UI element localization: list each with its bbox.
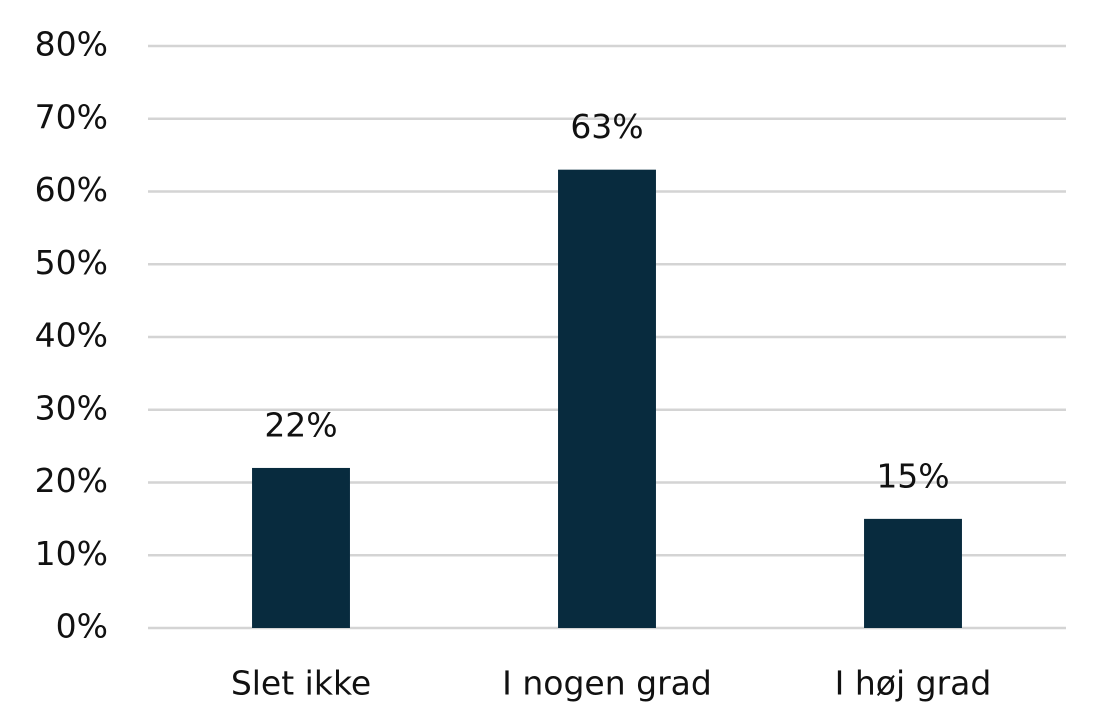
- bar: [558, 169, 656, 629]
- y-tick-label: 70%: [35, 97, 108, 136]
- x-tick-label: I høj grad: [835, 664, 992, 703]
- x-tick-label: Slet ikke: [231, 664, 371, 703]
- y-tick-label: 0%: [56, 607, 108, 646]
- data-label: 15%: [876, 456, 949, 495]
- y-tick-label: 10%: [35, 534, 108, 573]
- x-tick-label: I nogen grad: [502, 664, 712, 703]
- bar: [252, 467, 350, 628]
- y-tick-label: 80%: [35, 25, 108, 64]
- y-tick-label: 30%: [35, 388, 108, 427]
- data-label: 63%: [570, 107, 643, 146]
- y-tick-label: 50%: [35, 243, 108, 282]
- y-tick-label: 40%: [35, 316, 108, 355]
- data-label: 22%: [264, 405, 337, 444]
- bar: [864, 518, 962, 628]
- y-tick-label: 20%: [35, 461, 108, 500]
- y-tick-label: 60%: [35, 170, 108, 209]
